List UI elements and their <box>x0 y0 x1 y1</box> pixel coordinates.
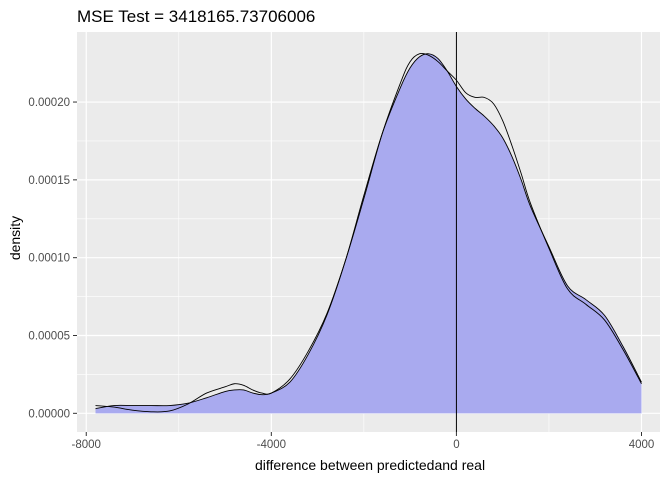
y-tick-label: 0.00010 <box>28 253 70 265</box>
density-curve-filled-outline <box>95 53 642 410</box>
x-tick-label: -4000 <box>257 439 286 451</box>
y-tick-label: 0.00000 <box>28 408 70 420</box>
y-axis-ticks: 0.00000 0.00005 0.00010 0.00015 0.00020 <box>28 97 77 420</box>
y-tick-label: 0.00020 <box>28 97 70 109</box>
density-curve-second <box>95 52 642 413</box>
chart-title: MSE Test = 3418165.73706006 <box>77 7 315 26</box>
y-axis-title: density <box>7 216 23 260</box>
x-tick-label: 4000 <box>629 439 655 451</box>
x-axis-title: difference between predictedand real <box>255 457 485 473</box>
density-area-fill <box>95 53 642 414</box>
x-tick-label: 0 <box>453 439 459 451</box>
y-tick-label: 0.00005 <box>28 331 70 343</box>
x-tick-label: -8000 <box>72 439 101 451</box>
x-axis-ticks: -8000 -4000 0 4000 <box>72 432 655 451</box>
y-tick-label: 0.00015 <box>28 175 70 187</box>
